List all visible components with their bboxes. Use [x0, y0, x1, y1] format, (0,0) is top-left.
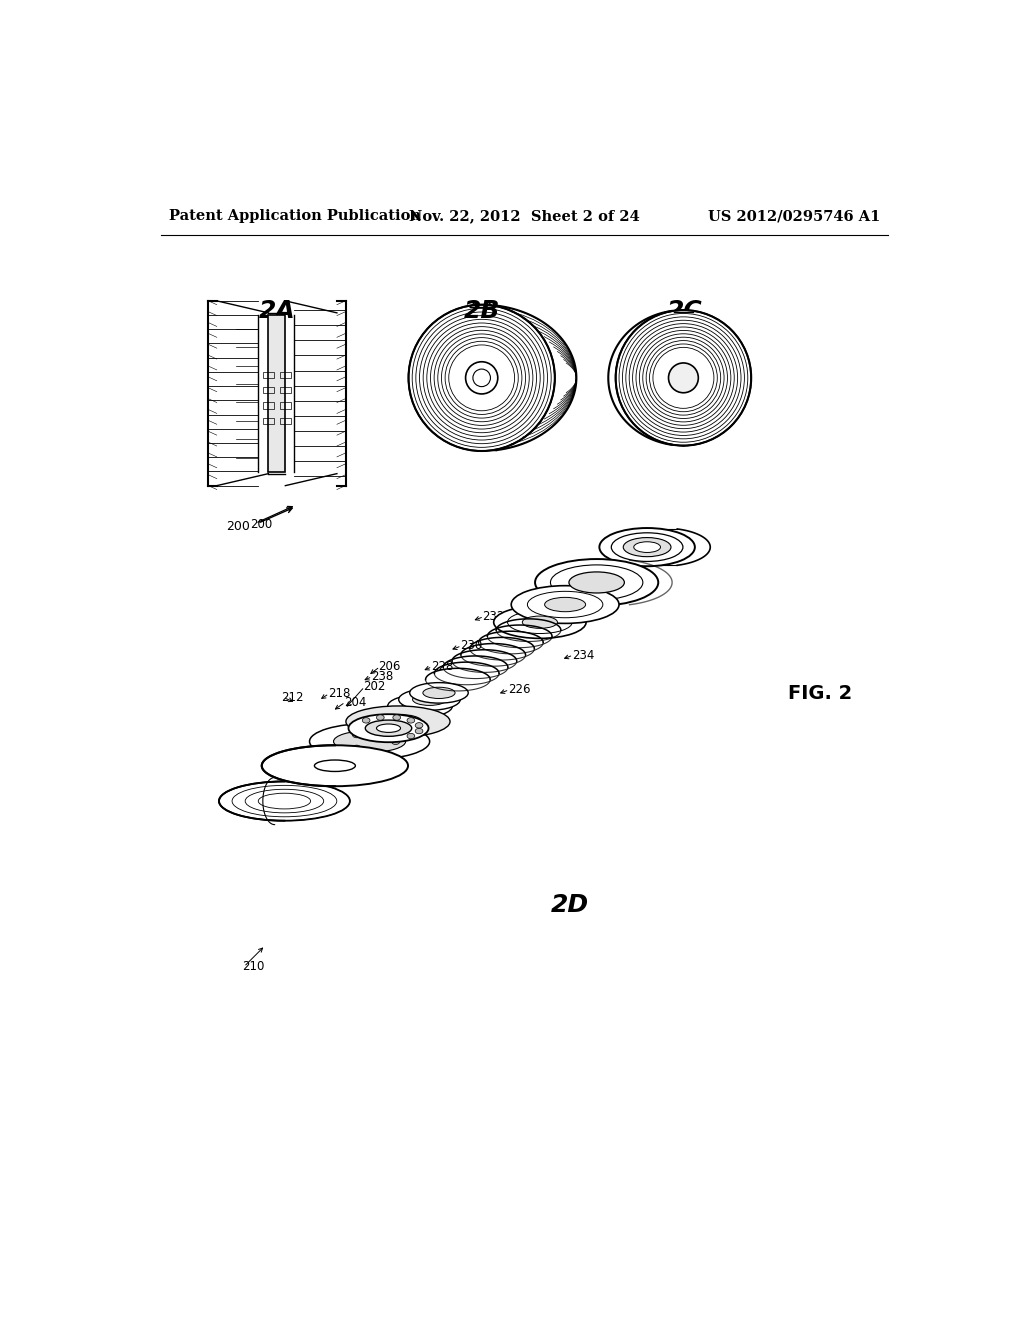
Text: 230: 230	[460, 639, 482, 652]
Ellipse shape	[415, 729, 423, 734]
Text: 208: 208	[385, 727, 407, 741]
Text: 2C: 2C	[667, 298, 702, 323]
Ellipse shape	[522, 616, 557, 628]
Ellipse shape	[309, 723, 430, 759]
Ellipse shape	[413, 693, 446, 705]
Ellipse shape	[362, 718, 370, 723]
Ellipse shape	[634, 541, 660, 553]
Bar	[280, 403, 291, 409]
Ellipse shape	[423, 688, 455, 698]
Ellipse shape	[398, 689, 461, 710]
Ellipse shape	[409, 305, 555, 451]
Text: 218: 218	[328, 686, 350, 700]
Ellipse shape	[615, 310, 752, 446]
Ellipse shape	[569, 572, 625, 593]
Ellipse shape	[545, 598, 586, 611]
Ellipse shape	[334, 731, 406, 752]
Ellipse shape	[466, 362, 498, 393]
Ellipse shape	[348, 714, 429, 742]
Bar	[268, 314, 286, 471]
Ellipse shape	[377, 715, 384, 721]
Ellipse shape	[669, 310, 698, 446]
Ellipse shape	[262, 746, 408, 787]
Bar	[280, 387, 291, 393]
Ellipse shape	[407, 718, 415, 723]
Ellipse shape	[410, 682, 468, 704]
Text: 226: 226	[508, 684, 530, 696]
Text: 224: 224	[419, 713, 441, 726]
Bar	[280, 372, 291, 378]
Text: 232: 232	[482, 610, 505, 623]
Text: 222: 222	[407, 723, 429, 737]
Text: 2B: 2B	[464, 298, 500, 323]
Text: Nov. 22, 2012  Sheet 2 of 24: Nov. 22, 2012 Sheet 2 of 24	[410, 209, 640, 223]
Text: 206: 206	[379, 660, 400, 673]
Bar	[263, 387, 273, 393]
Text: 212: 212	[282, 690, 304, 704]
Bar	[263, 418, 273, 424]
Ellipse shape	[402, 700, 438, 713]
Ellipse shape	[219, 781, 350, 821]
Ellipse shape	[374, 714, 422, 729]
Ellipse shape	[624, 537, 671, 557]
Text: 204: 204	[344, 696, 367, 709]
Text: 214: 214	[376, 744, 398, 758]
Text: US 2012/0295746 A1: US 2012/0295746 A1	[709, 209, 881, 223]
Text: 220: 220	[393, 735, 416, 748]
Ellipse shape	[391, 738, 399, 744]
Text: 216: 216	[385, 718, 408, 731]
Text: 210: 210	[243, 961, 264, 973]
Ellipse shape	[381, 702, 440, 723]
Text: 234: 234	[571, 648, 594, 661]
Text: FIG. 2: FIG. 2	[787, 684, 852, 704]
Text: 200: 200	[250, 519, 272, 532]
Ellipse shape	[352, 744, 360, 751]
Text: 202: 202	[364, 680, 385, 693]
Ellipse shape	[394, 708, 427, 718]
Text: 236: 236	[537, 583, 559, 597]
Text: 238: 238	[371, 671, 393, 684]
Ellipse shape	[314, 760, 355, 771]
Text: Patent Application Publication: Patent Application Publication	[169, 209, 421, 223]
Ellipse shape	[393, 715, 400, 721]
Text: 228: 228	[431, 660, 454, 673]
Bar	[280, 418, 291, 424]
Ellipse shape	[388, 694, 453, 718]
Ellipse shape	[511, 586, 620, 623]
Ellipse shape	[366, 721, 412, 737]
Bar	[263, 372, 273, 378]
Ellipse shape	[494, 606, 586, 639]
Text: 2D: 2D	[550, 894, 589, 917]
Ellipse shape	[415, 722, 423, 729]
Ellipse shape	[346, 706, 450, 737]
Text: 2A: 2A	[258, 298, 295, 323]
Ellipse shape	[669, 363, 698, 393]
Ellipse shape	[377, 723, 400, 733]
Ellipse shape	[407, 734, 415, 739]
Text: 200: 200	[226, 520, 250, 533]
Ellipse shape	[352, 731, 360, 738]
Ellipse shape	[599, 528, 695, 566]
Ellipse shape	[536, 560, 658, 606]
Bar	[263, 403, 273, 409]
